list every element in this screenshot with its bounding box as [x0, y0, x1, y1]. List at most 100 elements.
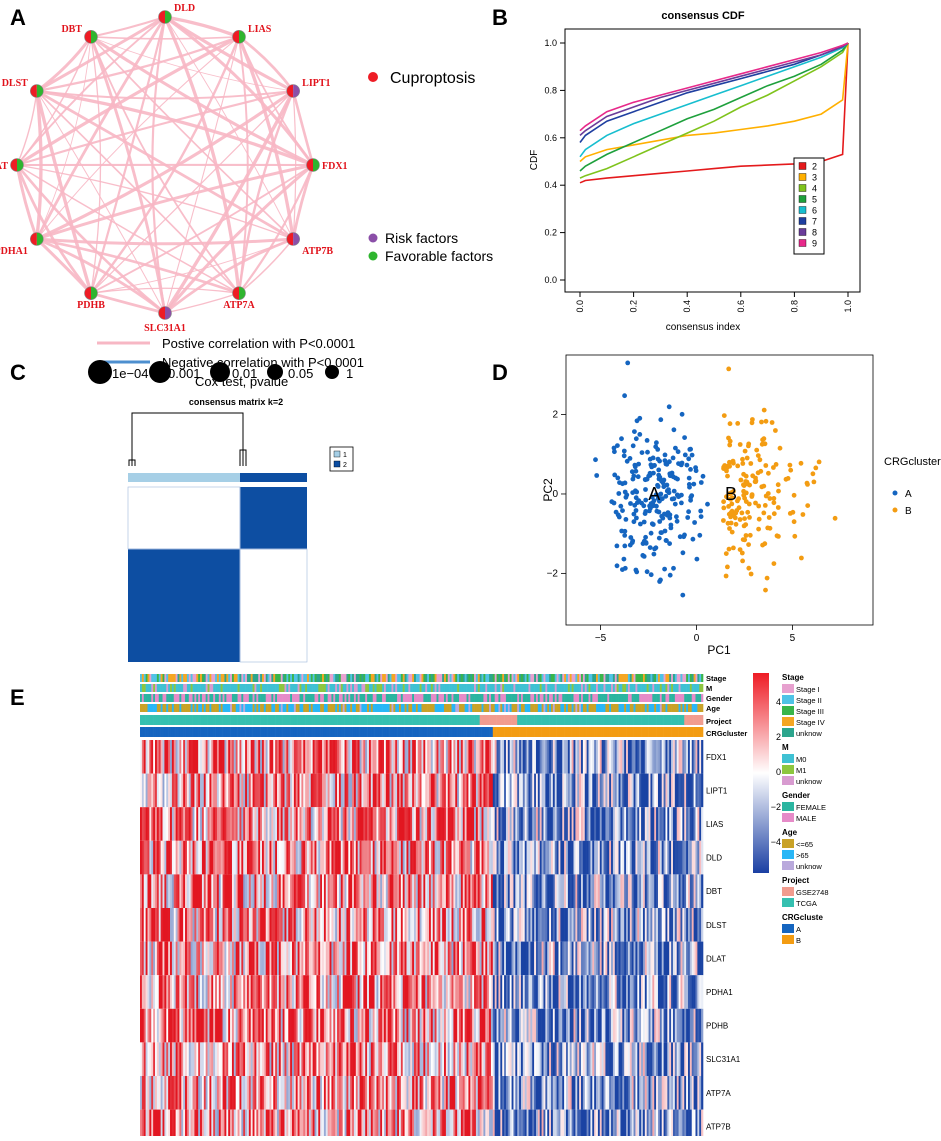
heat-cell	[346, 774, 348, 808]
heat-cell	[183, 807, 185, 841]
heat-cell	[202, 774, 204, 808]
annot-stage-cell	[301, 674, 303, 682]
heat-cell	[592, 740, 594, 774]
cox-size-label-4: 0.05	[288, 366, 313, 381]
pca-point-a	[628, 501, 633, 506]
annot-project-cell	[408, 715, 410, 725]
heat-cell	[142, 774, 144, 808]
heat-cell	[583, 874, 585, 908]
pca-point-a	[688, 447, 693, 452]
heat-cell	[380, 740, 382, 774]
annot-age-cell	[228, 704, 230, 712]
annot-age-cell	[251, 704, 253, 712]
heat-cell	[384, 975, 386, 1009]
heat-cell	[470, 908, 472, 942]
pca-point-b	[812, 480, 817, 485]
annot-gender-cell	[202, 694, 204, 702]
annot-gender-cell	[635, 694, 637, 702]
annot-gender-cell	[367, 694, 369, 702]
annot-crgcluster-cell	[635, 727, 637, 737]
heat-cell	[626, 807, 628, 841]
heat-cell	[155, 807, 157, 841]
heat-cell	[624, 774, 626, 808]
annot-project-cell	[508, 715, 510, 725]
annot-age-cell	[206, 704, 208, 712]
annot-m-cell	[311, 684, 313, 692]
heat-cell	[692, 807, 694, 841]
heat-cell	[324, 1009, 326, 1043]
heat-cell	[161, 807, 163, 841]
annot-stage-cell	[538, 674, 540, 682]
annot-stage-cell	[228, 674, 230, 682]
heat-cell	[296, 841, 298, 875]
annot-project-cell	[609, 715, 611, 725]
heat-cell	[660, 874, 662, 908]
pca-point-b	[759, 420, 764, 425]
annot-project-cell	[647, 715, 649, 725]
annot-stage-cell	[391, 674, 393, 682]
annot-project-cell	[326, 715, 328, 725]
annot-crgcluster-cell	[677, 727, 679, 737]
heat-cell	[397, 908, 399, 942]
annot-gender-cell	[542, 694, 544, 702]
annot-stage-cell	[587, 674, 589, 682]
heat-cell	[283, 740, 285, 774]
annot-m-cell	[523, 684, 525, 692]
annot-gender-cell	[258, 694, 260, 702]
heat-cell	[476, 874, 478, 908]
annot-stage-cell	[647, 674, 649, 682]
annot-age-cell	[191, 704, 193, 712]
annot-age-cell	[446, 704, 448, 712]
heat-cell	[174, 908, 176, 942]
annot-m-cell	[217, 684, 219, 692]
annot-m-cell	[688, 684, 690, 692]
annot-m-cell	[613, 684, 615, 692]
heat-cell	[294, 874, 296, 908]
annot-age-cell	[628, 704, 630, 712]
heat-cell	[468, 975, 470, 1009]
heat-cell	[228, 942, 230, 976]
heat-cell	[213, 841, 215, 875]
annot-project-cell	[213, 715, 215, 725]
heat-cell	[410, 975, 412, 1009]
annot-project-cell	[521, 715, 523, 725]
heat-cell	[161, 774, 163, 808]
annot-crgcluster-cell	[300, 727, 302, 737]
heat-cell	[292, 740, 294, 774]
heat-cell	[251, 740, 253, 774]
heat-cell	[652, 774, 654, 808]
heat-cell	[294, 774, 296, 808]
heat-cell	[555, 908, 557, 942]
annot-project-cell	[208, 715, 210, 725]
heat-cell	[337, 975, 339, 1009]
pca-point-a	[619, 529, 624, 534]
heat-cell	[452, 874, 454, 908]
heat-cell	[528, 874, 530, 908]
heat-cell	[669, 774, 671, 808]
heat-cell	[187, 942, 189, 976]
annot-project-cell	[433, 715, 435, 725]
heat-cell	[568, 874, 570, 908]
annot-stage-cell	[532, 674, 534, 682]
heat-cell	[318, 774, 320, 808]
annot-age-cell	[148, 704, 150, 712]
heat-cell	[410, 740, 412, 774]
heat-cell	[254, 740, 256, 774]
annot-crgcluster-cell	[183, 727, 185, 737]
heat-cell	[527, 807, 529, 841]
annot-m-cell	[318, 684, 320, 692]
cox-size-dot-1	[88, 360, 112, 384]
annot-gender-cell	[547, 694, 549, 702]
annot-gender-cell	[221, 694, 223, 702]
heat-cell	[453, 942, 455, 976]
annot-stage-cell	[300, 674, 302, 682]
heat-cell	[371, 774, 373, 808]
annot-age-cell	[673, 704, 675, 712]
heat-cell	[547, 807, 549, 841]
annot-stage-cell	[303, 674, 305, 682]
pca-point-a	[671, 474, 676, 479]
heat-cell	[690, 942, 692, 976]
heat-cell	[217, 874, 219, 908]
annot-m-cell	[620, 684, 622, 692]
annot-gender-cell	[643, 694, 645, 702]
